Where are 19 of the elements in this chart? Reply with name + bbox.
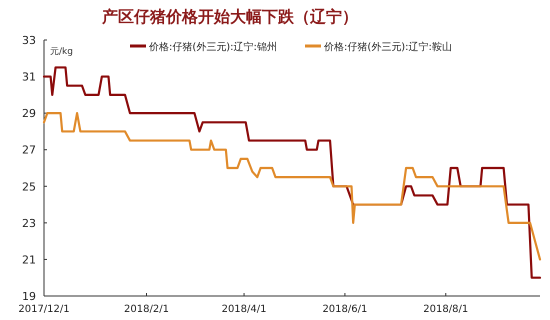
y-tick-label: 31 — [22, 70, 36, 84]
chart-title: 产区仔猪价格开始大幅下跌（辽宁） — [101, 7, 358, 26]
y-tick-label: 19 — [22, 290, 36, 303]
x-tick-label: 2018/4/1 — [222, 304, 267, 315]
line-series — [42, 112, 542, 261]
y-tick-label: 25 — [22, 180, 36, 194]
x-tick-label: 2018/2/1 — [124, 304, 169, 315]
y-tick-label: 21 — [22, 253, 36, 266]
y-tick-label: 23 — [22, 216, 36, 230]
legend-label: 价格:仔猪(外三元):辽宁:锦州 — [148, 41, 277, 53]
y-tick-label: 27 — [22, 144, 36, 157]
y-tick-label: 33 — [22, 34, 36, 47]
x-tick-label: 2018/8/1 — [423, 304, 468, 315]
y-tick-label: 29 — [22, 107, 36, 120]
x-tick-label: 2018/6/1 — [322, 304, 368, 315]
y-axis-title: 元/kg — [50, 46, 73, 57]
line-series — [42, 66, 542, 279]
legend-label: 价格:仔猪(外三元):辽宁:鞍山 — [323, 41, 452, 53]
x-tick-label: 2017/12/1 — [18, 304, 70, 315]
